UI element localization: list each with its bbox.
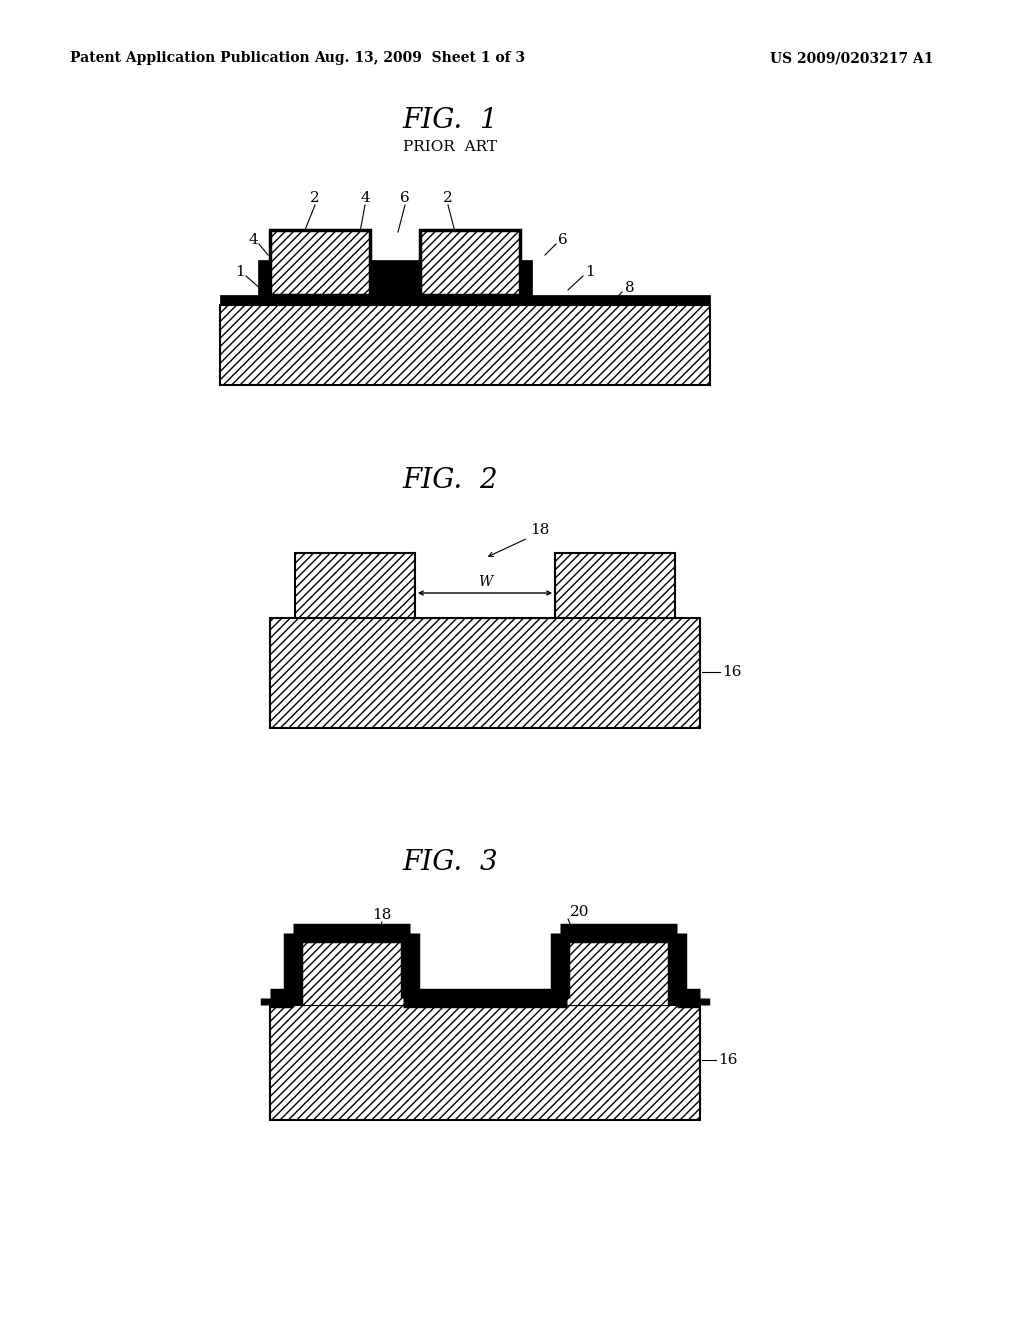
Text: W: W [478,576,493,589]
Bar [270,230,370,294]
Text: 4: 4 [248,234,258,247]
Bar [270,618,700,729]
Text: 6: 6 [400,191,410,205]
Bar [420,230,520,294]
Text: 6: 6 [558,234,568,247]
Text: FIG.  3: FIG. 3 [402,849,498,875]
Bar [555,553,675,618]
Bar [420,260,520,294]
Text: 16: 16 [718,1053,737,1067]
Text: Patent Application Publication: Patent Application Publication [70,51,309,65]
Bar [300,940,410,1005]
Bar [560,940,670,1005]
Bar [410,940,560,1005]
Bar [270,1005,700,1119]
Text: FIG.  1: FIG. 1 [402,107,498,133]
Bar [258,260,270,294]
Text: Aug. 13, 2009  Sheet 1 of 3: Aug. 13, 2009 Sheet 1 of 3 [314,51,525,65]
Text: 1: 1 [236,265,245,279]
Bar [220,294,710,305]
Bar [300,940,410,1005]
Text: 8: 8 [626,281,635,294]
Text: 16: 16 [722,665,741,678]
Text: 2: 2 [443,191,453,205]
Text: FIG.  2: FIG. 2 [402,466,498,494]
Bar [520,260,532,294]
Text: US 2009/0203217 A1: US 2009/0203217 A1 [770,51,934,65]
Bar [560,940,670,1005]
Text: 2: 2 [310,191,319,205]
Text: 20: 20 [570,906,590,919]
Text: 18: 18 [530,523,549,537]
Bar [560,940,670,1005]
Text: 18: 18 [373,908,392,921]
Bar [270,260,370,294]
Bar [220,305,710,385]
Text: 1: 1 [585,265,595,279]
Text: 4: 4 [360,191,370,205]
Bar [300,940,410,1005]
Bar [415,553,555,618]
Bar [295,553,415,618]
Bar [370,260,420,294]
Text: PRIOR  ART: PRIOR ART [403,140,497,154]
